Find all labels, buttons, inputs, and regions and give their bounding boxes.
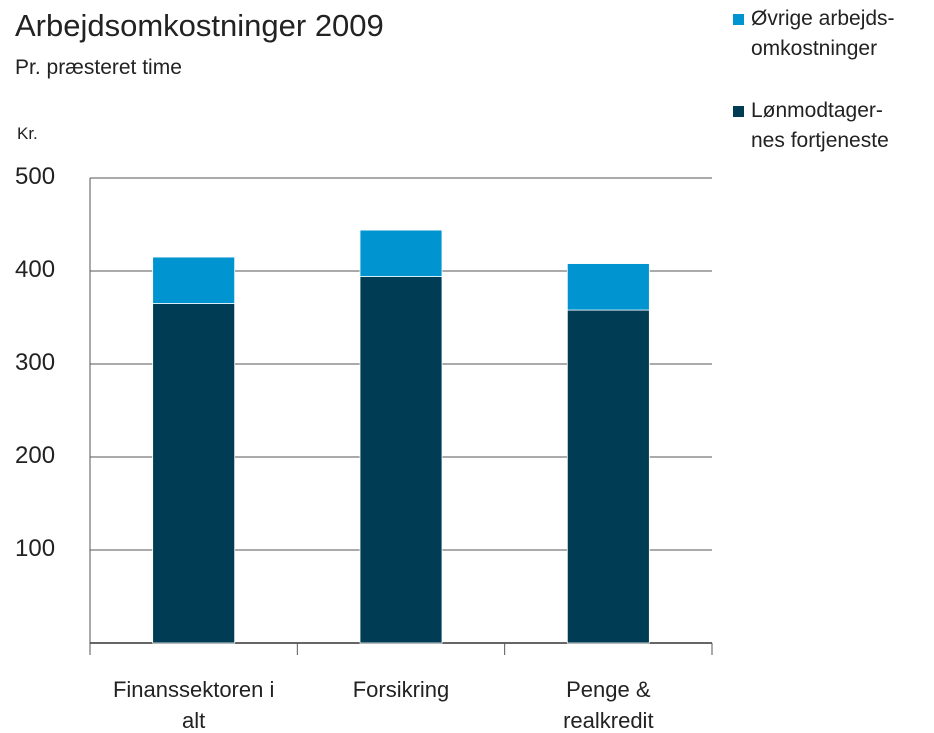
bar-segment <box>359 276 443 644</box>
y-axis-label: Kr. <box>17 124 38 143</box>
y-tick-label: 200 <box>15 442 56 469</box>
y-tick-label: 300 <box>15 349 56 376</box>
chart-subtitle: Pr. præsteret time <box>15 56 182 79</box>
legend-entry: Lønmodtager- nes fortjeneste <box>733 96 889 156</box>
bar-segment <box>152 303 236 644</box>
bar-segment <box>359 229 443 277</box>
legend-swatch <box>733 14 744 25</box>
bar-segment <box>566 263 650 311</box>
x-tick-label: Forsikring <box>352 677 450 702</box>
x-tick-label: Penge & realkredit <box>563 677 654 733</box>
x-tick-label: Finanssektoren i alt <box>112 677 275 733</box>
bar-segment <box>566 309 650 644</box>
y-tick-label: 400 <box>15 256 56 283</box>
y-tick-label: 500 <box>15 163 56 190</box>
y-tick-label: 100 <box>15 535 56 562</box>
chart-title: Arbejdsomkostninger 2009 <box>15 8 384 43</box>
bar-segment <box>152 256 236 304</box>
legend-entry: Øvrige arbejds- omkostninger <box>733 4 895 64</box>
legend-swatch <box>733 106 744 117</box>
